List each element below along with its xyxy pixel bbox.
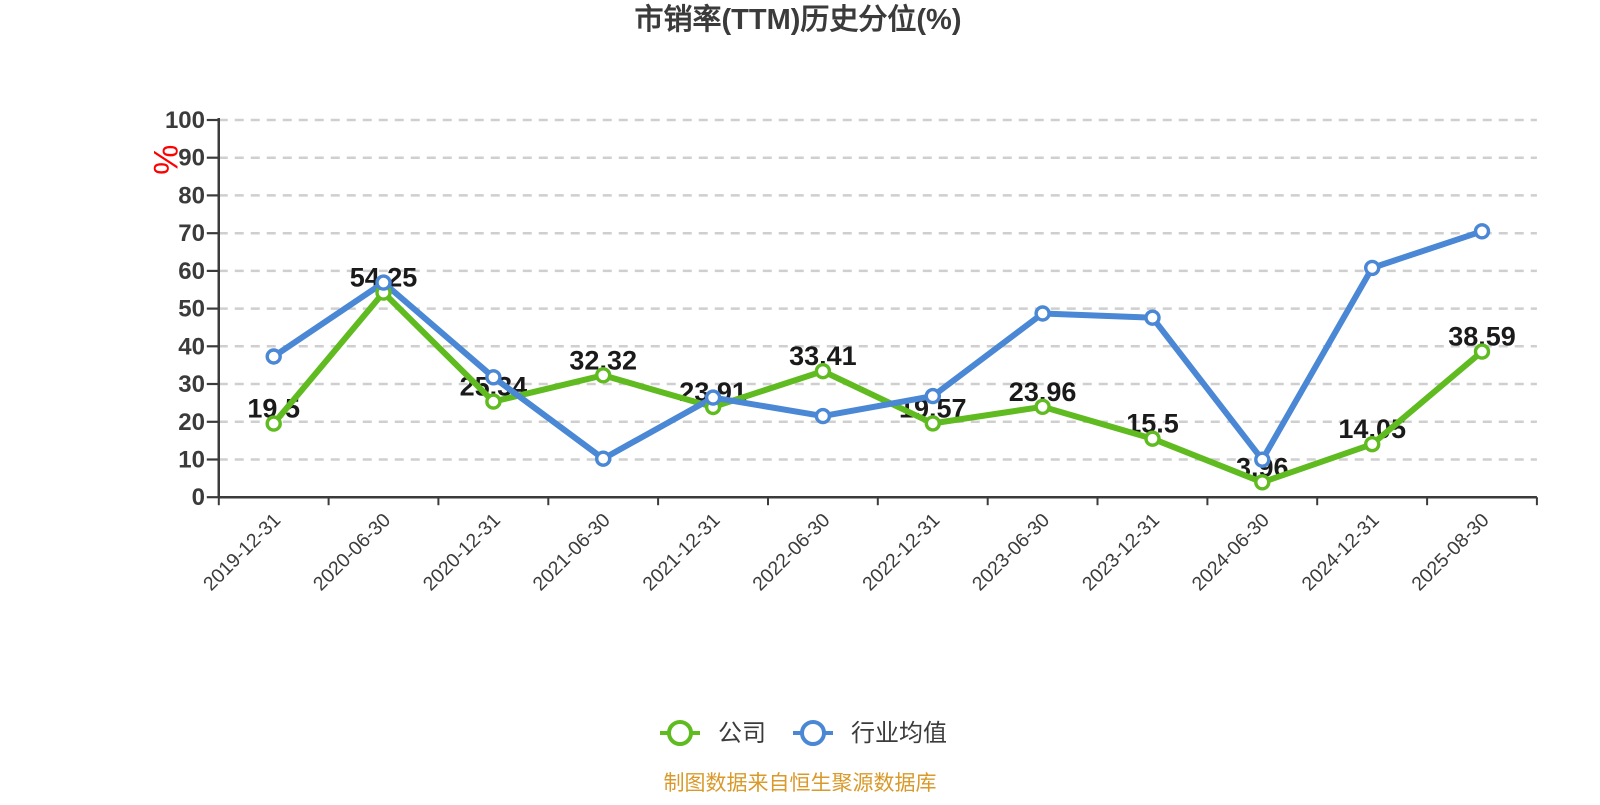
svg-text:20: 20	[178, 409, 205, 436]
svg-text:制图数据来自恒生聚源数据库: 制图数据来自恒生聚源数据库	[664, 772, 937, 795]
svg-text:市销率(TTM)历史分位(%): 市销率(TTM)历史分位(%)	[634, 2, 961, 36]
svg-text:%: %	[146, 145, 184, 175]
svg-text:0: 0	[192, 484, 205, 511]
svg-text:100: 100	[165, 107, 205, 134]
svg-text:60: 60	[178, 258, 205, 285]
svg-text:70: 70	[178, 220, 205, 247]
svg-text:10: 10	[178, 447, 205, 474]
svg-text:40: 40	[178, 333, 205, 360]
svg-text:公司: 公司	[718, 720, 766, 747]
svg-text:30: 30	[178, 371, 205, 398]
svg-text:行业均值: 行业均值	[851, 720, 947, 747]
svg-text:50: 50	[178, 296, 205, 323]
svg-text:80: 80	[178, 182, 205, 209]
